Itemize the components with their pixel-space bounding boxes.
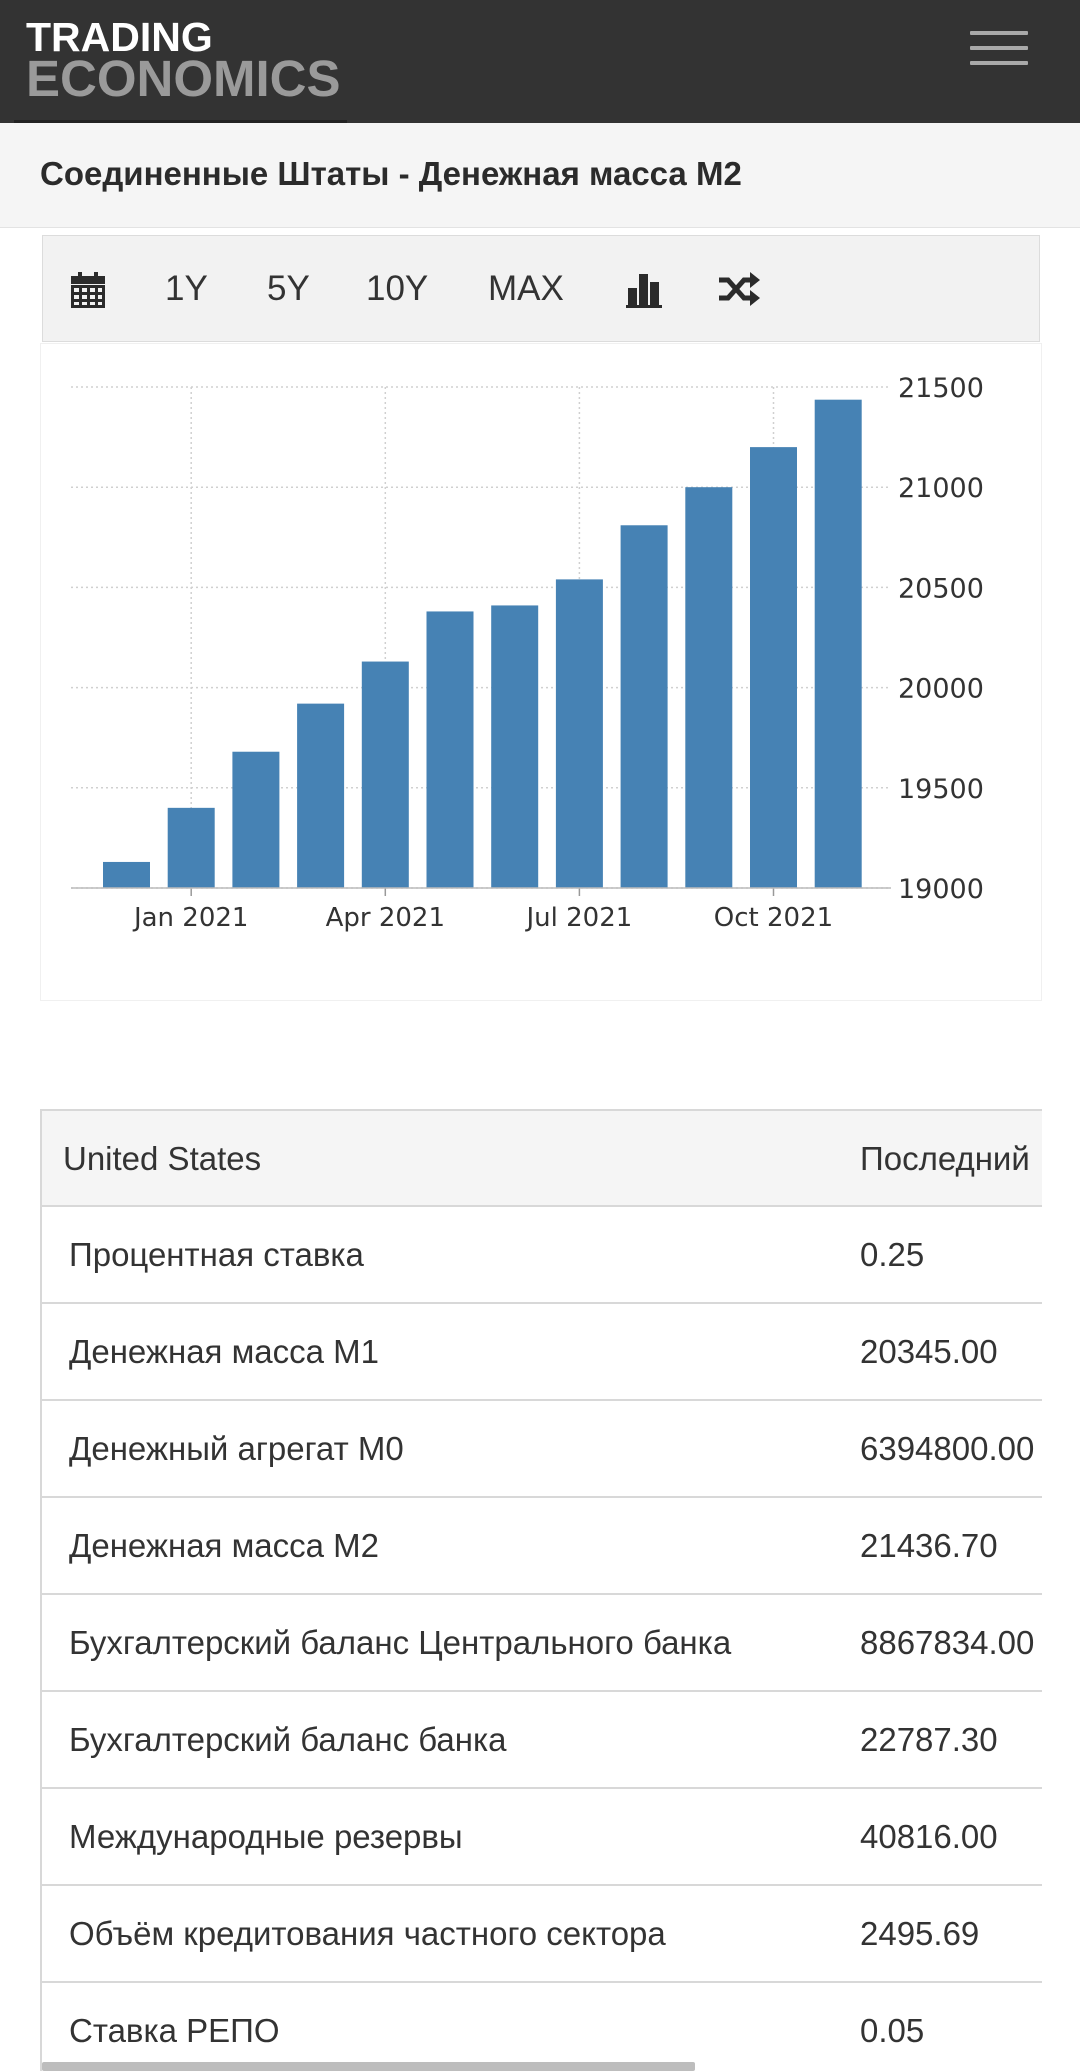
indicator-link[interactable]: Процентная ставка <box>69 1236 364 1273</box>
table-row: Ставка РЕПО 0.05 <box>42 1983 1042 2071</box>
hamburger-menu-icon[interactable] <box>970 28 1030 68</box>
chart-bar <box>555 579 603 888</box>
chart-bar <box>297 703 345 888</box>
chart-bar <box>103 861 150 888</box>
y-tick-label: 20500 <box>898 573 984 604</box>
indicator-link[interactable]: Ставка РЕПО <box>69 2012 280 2049</box>
table-row: Денежная масса M1 20345.00 <box>42 1304 1042 1401</box>
shuffle-icon[interactable] <box>717 236 763 341</box>
indicators-table: United States Последний Процентная ставка 0… <box>40 1109 1042 2071</box>
range-max-button[interactable]: MAX <box>488 269 564 308</box>
chart-bar <box>685 487 733 888</box>
x-tick-label: Jul 2021 <box>524 903 632 933</box>
indicator-link[interactable]: Денежная масса M2 <box>69 1527 380 1564</box>
indicator-value: 20345.00 <box>860 1333 998 1370</box>
indicator-link[interactable]: Бухгалтерский баланс Центрального банка <box>69 1624 732 1661</box>
bar-chart-icon-glyph <box>626 274 662 308</box>
indicator-value: 0.25 <box>860 1236 925 1273</box>
logo-line-1: TRADING <box>26 14 213 60</box>
range-1y-button[interactable]: 1Y <box>165 269 208 308</box>
menu-line <box>970 46 1028 50</box>
calendar-icon[interactable] <box>71 236 111 341</box>
logo-line-2: ECONOMICS <box>26 49 341 107</box>
chart-bar <box>232 751 280 888</box>
chart-bar <box>750 447 797 888</box>
y-tick-label: 19500 <box>898 774 984 805</box>
table-row: Объём кредитования частного сектора 2495.… <box>42 1886 1042 1983</box>
chart-bar <box>491 605 539 888</box>
indicator-link[interactable]: Бухгалтерский баланс банка <box>69 1721 507 1758</box>
indicator-value: 22787.30 <box>860 1721 998 1758</box>
chart-bar <box>620 525 668 888</box>
chart-bar <box>167 807 215 888</box>
indicator-value: 40816.00 <box>860 1818 998 1855</box>
top-bar: TRADING ECONOMICS <box>0 0 1080 123</box>
header-last[interactable]: Последний <box>860 1140 1030 1177</box>
chart-bar <box>361 661 409 888</box>
indicator-value: 0.05 <box>860 2012 925 2049</box>
x-tick-label: Jan 2021 <box>132 903 249 933</box>
table-row: Международные резервы 40816.00 <box>42 1789 1042 1886</box>
x-tick-label: Apr 2021 <box>326 903 445 933</box>
table-row: Бухгалтерский баланс банка 22787.30 <box>42 1692 1042 1789</box>
y-tick-label: 19000 <box>898 874 984 905</box>
title-bar: Соединенные Штаты - Денежная масса M2 <box>0 123 1080 228</box>
page-title: Соединенные Штаты - Денежная масса M2 <box>40 155 742 192</box>
table-row: Процентная ставка 0.25 <box>42 1207 1042 1304</box>
table-row: Бухгалтерский баланс Центрального банка 8… <box>42 1595 1042 1692</box>
table-row: Денежный агрегат M0 6394800.00 <box>42 1401 1042 1498</box>
y-tick-label: 21000 <box>898 473 984 504</box>
chart-container: 19000 19500 20000 20500 21000 21500 Jan 2021 Ap… <box>40 343 1042 1001</box>
logo-underline <box>14 120 347 123</box>
menu-line <box>970 61 1028 65</box>
y-tick-label: 20000 <box>898 674 984 705</box>
indicator-link[interactable]: Денежная масса M1 <box>69 1333 380 1370</box>
range-5y-button[interactable]: 5Y <box>267 269 310 308</box>
indicator-link[interactable]: Денежный агрегат M0 <box>69 1430 404 1467</box>
shuffle-icon-glyph <box>719 272 760 306</box>
header-country: United States <box>63 1140 262 1177</box>
range-10y-button[interactable]: 10Y <box>366 269 429 308</box>
indicator-value: 6394800.00 <box>860 1430 1035 1467</box>
chart-bar <box>814 399 862 888</box>
indicator-link[interactable]: Международные резервы <box>69 1818 463 1855</box>
chart-toolbar: 1Y 5Y 10Y MAX <box>42 235 1040 342</box>
indicator-value: 2495.69 <box>860 1915 980 1952</box>
table-header-row: United States Последний <box>42 1111 1042 1207</box>
horizontal-scrollbar[interactable] <box>42 2062 695 2071</box>
chart-bar <box>426 611 474 888</box>
money-supply-chart: 19000 19500 20000 20500 21000 21500 Jan 2021 Ap… <box>71 373 984 933</box>
calendar-icon-glyph <box>71 272 105 308</box>
bar-chart-icon[interactable] <box>626 236 666 341</box>
y-tick-label: 21500 <box>898 373 984 404</box>
table-row: Денежная масса M2 21436.70 <box>42 1498 1042 1595</box>
menu-line <box>970 31 1028 35</box>
indicator-value: 21436.70 <box>860 1527 998 1564</box>
indicator-link[interactable]: Объём кредитования частного сектора <box>69 1915 666 1952</box>
x-tick-label: Oct 2021 <box>714 903 833 933</box>
indicator-value: 8867834.00 <box>860 1624 1035 1661</box>
site-logo[interactable]: TRADING ECONOMICS <box>26 14 341 107</box>
